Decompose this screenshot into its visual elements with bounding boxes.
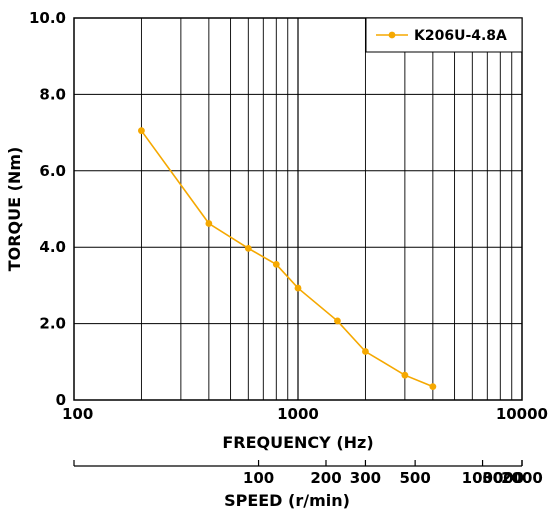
y-tick-label: 8.0 [39, 85, 66, 103]
plot-frame [73, 17, 523, 401]
y-tick-label: 0 [56, 391, 66, 409]
data-point [294, 284, 302, 292]
y-axis: 0 2.0 4.0 6.0 8.0 10.0 [29, 9, 66, 409]
speed-tick-label: 1000 [462, 469, 504, 487]
speed-tick-label: 500 [399, 469, 430, 487]
speed-tick-label: 300 [350, 469, 381, 487]
legend-label: K206U-4.8A [414, 28, 507, 44]
x-axis: 100 1000 10000 [62, 405, 548, 423]
data-point [429, 383, 437, 391]
y-axis-title: TORQUE (Nm) [5, 147, 24, 272]
data-point [272, 260, 280, 268]
speed-tick-label: 3000 [482, 469, 524, 487]
data-point [138, 127, 145, 135]
legend-marker [388, 31, 396, 39]
data-point [205, 220, 213, 227]
grid [74, 18, 522, 400]
x-tick-label: 100 [62, 405, 93, 423]
legend: K206U-4.8A [365, 17, 523, 53]
data-point [401, 371, 409, 379]
speed-tick-label: 2000 [501, 469, 543, 487]
data-point [244, 244, 252, 252]
x-tick-label: 10000 [496, 405, 548, 423]
speed-tick-label: 100 [243, 469, 274, 487]
y-tick-label: 4.0 [39, 238, 66, 256]
data-point [362, 348, 369, 355]
series-layer [138, 127, 437, 391]
x-tick-label: 1000 [277, 405, 319, 423]
x-axis-title: FREQUENCY (Hz) [222, 433, 373, 452]
y-tick-label: 2.0 [39, 315, 66, 333]
y-tick-label: 10.0 [29, 9, 66, 27]
speed-tick-label: 200 [310, 469, 341, 487]
data-point [334, 317, 341, 325]
speed-axis-title: SPEED (r/min) [224, 491, 350, 510]
series-line [140, 130, 434, 388]
y-tick-label: 6.0 [39, 162, 66, 180]
